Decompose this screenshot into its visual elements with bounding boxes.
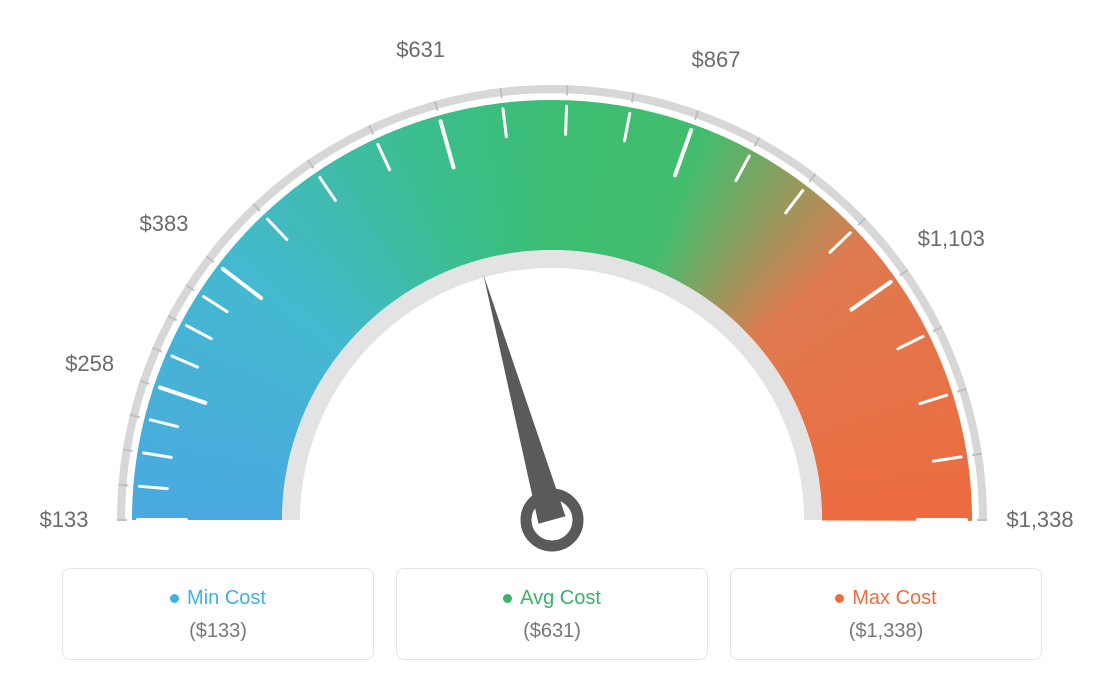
gauge-svg bbox=[0, 0, 1104, 560]
legend-avg-value: ($631) bbox=[407, 620, 697, 643]
legend-row: Min Cost ($133) Avg Cost ($631) Max Cost… bbox=[0, 568, 1104, 660]
gauge-area: $133 $258 $383 $631 $867 $1,103 $1,338 bbox=[0, 0, 1104, 560]
legend-min-dot bbox=[170, 594, 179, 603]
gauge-tick-label: $631 bbox=[396, 37, 445, 63]
gauge-tick-label: $258 bbox=[65, 351, 114, 377]
legend-avg-card: Avg Cost ($631) bbox=[396, 568, 708, 660]
legend-max-card: Max Cost ($1,338) bbox=[730, 568, 1042, 660]
cost-gauge-chart: $133 $258 $383 $631 $867 $1,103 $1,338 Min Cos… bbox=[0, 0, 1104, 690]
legend-max-value: ($1,338) bbox=[741, 620, 1031, 643]
legend-min-label: Min Cost bbox=[187, 587, 266, 610]
legend-min-value: ($133) bbox=[73, 620, 363, 643]
gauge-tick-label: $1,338 bbox=[1006, 507, 1073, 533]
legend-max-label: Max Cost bbox=[852, 587, 936, 610]
gauge-tick-label: $867 bbox=[692, 47, 741, 73]
legend-max-dot bbox=[835, 594, 844, 603]
legend-avg-dot bbox=[503, 594, 512, 603]
gauge-tick-label: $383 bbox=[140, 211, 189, 237]
legend-min-title: Min Cost bbox=[170, 587, 266, 610]
legend-avg-title: Avg Cost bbox=[503, 587, 601, 610]
gauge-tick-label: $1,103 bbox=[918, 226, 985, 252]
legend-min-card: Min Cost ($133) bbox=[62, 568, 374, 660]
gauge-tick-label: $133 bbox=[40, 507, 89, 533]
legend-max-title: Max Cost bbox=[835, 587, 936, 610]
legend-avg-label: Avg Cost bbox=[520, 587, 601, 610]
